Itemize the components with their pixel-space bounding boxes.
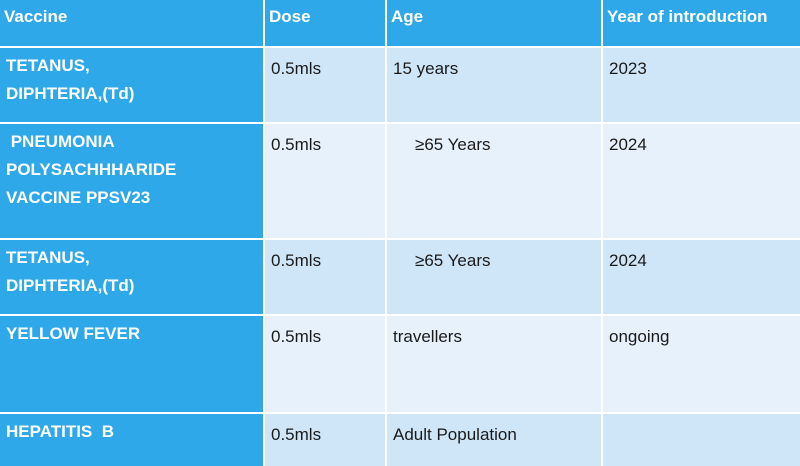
vaccine-cell: TETANUS, DIPHTERIA,(Td) bbox=[0, 240, 263, 314]
vaccine-line: YELLOW FEVER bbox=[6, 324, 141, 343]
age-cell: Adult Population bbox=[387, 414, 601, 466]
age-cell: ≥65 Years bbox=[387, 124, 601, 238]
vaccine-line: TETANUS, bbox=[6, 56, 90, 75]
header-age: Age bbox=[387, 0, 601, 46]
vaccine-line: HEPATITIS B bbox=[6, 422, 114, 441]
header-dose: Dose bbox=[265, 0, 385, 46]
vaccine-line: TETANUS, bbox=[6, 248, 90, 267]
header-year: Year of introduction bbox=[603, 0, 800, 46]
vaccine-cell: TETANUS, DIPHTERIA,(Td) bbox=[0, 48, 263, 122]
vaccine-cell: HEPATITIS B bbox=[0, 414, 263, 466]
dose-cell: 0.5mls bbox=[265, 48, 385, 122]
year-cell: 2023 bbox=[603, 48, 800, 122]
header-vaccine: Vaccine bbox=[0, 0, 263, 46]
age-cell: 15 years bbox=[387, 48, 601, 122]
dose-cell: 0.5mls bbox=[265, 240, 385, 314]
year-cell bbox=[603, 414, 800, 466]
vaccine-line: DIPHTERIA,(Td) bbox=[6, 276, 135, 295]
vaccine-cell: PNEUMONIA POLYSACHHHARIDE VACCINE PPSV23 bbox=[0, 124, 263, 238]
vaccine-line: VACCINE PPSV23 bbox=[6, 188, 151, 207]
year-cell: 2024 bbox=[603, 240, 800, 314]
dose-cell: 0.5mls bbox=[265, 414, 385, 466]
year-cell: 2024 bbox=[603, 124, 800, 238]
year-cell: ongoing bbox=[603, 316, 800, 412]
vaccine-line: PNEUMONIA bbox=[6, 132, 115, 151]
vaccine-line: DIPHTERIA,(Td) bbox=[6, 84, 135, 103]
dose-cell: 0.5mls bbox=[265, 316, 385, 412]
vaccine-cell: YELLOW FEVER bbox=[0, 316, 263, 412]
vaccine-line: POLYSACHHHARIDE bbox=[6, 160, 177, 179]
age-cell: ≥65 Years bbox=[387, 240, 601, 314]
dose-cell: 0.5mls bbox=[265, 124, 385, 238]
age-cell: travellers bbox=[387, 316, 601, 412]
